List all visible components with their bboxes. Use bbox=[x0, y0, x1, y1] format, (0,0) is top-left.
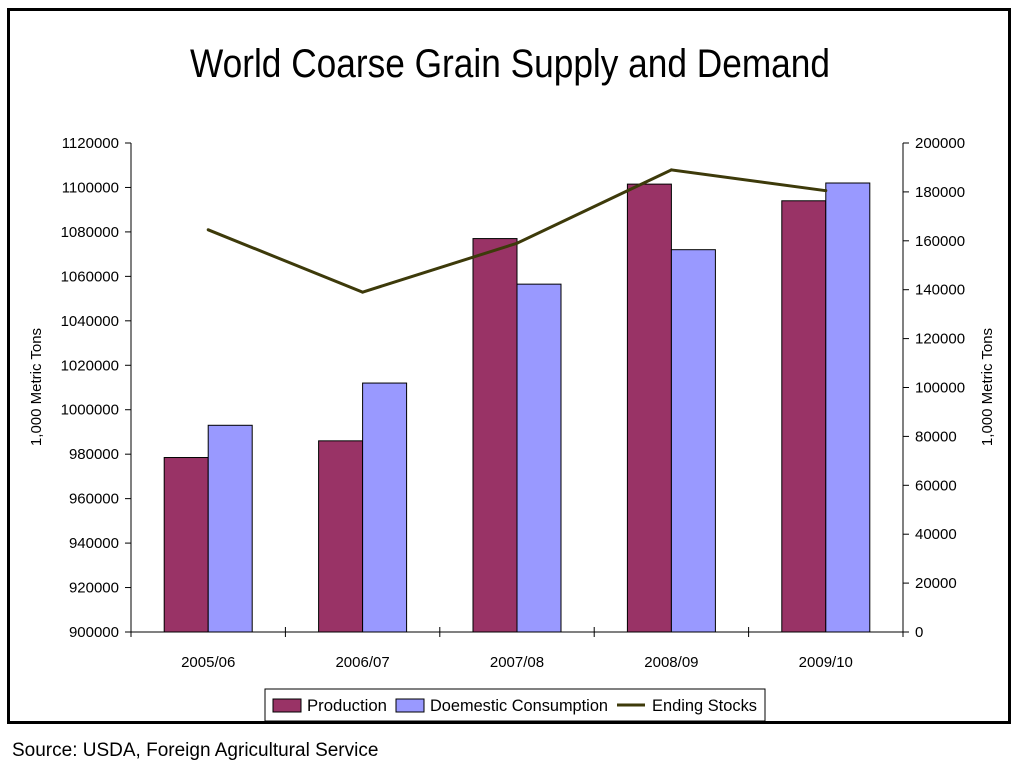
left-tick-label-0: 900000 bbox=[69, 624, 119, 641]
line-layer bbox=[206, 168, 828, 294]
right-tick-label-7: 140000 bbox=[915, 282, 965, 299]
right-axis-label: 1,000 Metric Tons bbox=[979, 328, 996, 446]
right-tick-label-1: 20000 bbox=[915, 575, 957, 592]
bar-doemestic-consumption-3 bbox=[670, 249, 716, 633]
right-tick-label-5: 100000 bbox=[915, 380, 965, 397]
bar-production-1 bbox=[318, 440, 364, 633]
legend-label-production: Production bbox=[307, 696, 387, 715]
bar-doemestic-consumption-0 bbox=[207, 424, 253, 633]
legend-swatch-consumption bbox=[395, 698, 425, 713]
x-tick-label-2: 2007/08 bbox=[490, 654, 544, 671]
chart-svg: World Coarse Grain Supply and Demand 900… bbox=[28, 42, 996, 722]
bar-production-2 bbox=[472, 238, 518, 633]
source-note: Source: USDA, Foreign Agricultural Servi… bbox=[12, 740, 379, 761]
legend: Production Doemestic Consumption Ending … bbox=[264, 688, 766, 722]
legend-swatch-production bbox=[272, 698, 302, 713]
left-tick-label-6: 1020000 bbox=[61, 357, 119, 374]
left-tick-label-11: 1120000 bbox=[62, 135, 119, 152]
x-axis-ticks: 2005/06 2006/07 2007/08 2008/09 2009/10 bbox=[130, 627, 904, 671]
bar-production-4 bbox=[781, 200, 827, 633]
legend-box bbox=[264, 688, 766, 722]
bar-doemestic-consumption-2 bbox=[516, 283, 562, 633]
legend-label-ending-stocks: Ending Stocks bbox=[652, 696, 757, 715]
x-tick-label-4: 2009/10 bbox=[799, 654, 853, 671]
right-tick-label-2: 40000 bbox=[915, 526, 957, 543]
right-tick-label-10: 200000 bbox=[915, 135, 965, 152]
ending-stocks-point-4 bbox=[824, 189, 828, 193]
left-tick-label-9: 1080000 bbox=[61, 224, 119, 241]
left-tick-label-2: 940000 bbox=[69, 535, 119, 552]
right-tick-label-9: 180000 bbox=[915, 184, 965, 201]
left-tick-label-10: 1100000 bbox=[62, 179, 119, 196]
legend-label-consumption: Doemestic Consumption bbox=[430, 696, 608, 715]
bar-production-0 bbox=[163, 457, 209, 633]
ending-stocks-point-1 bbox=[361, 290, 365, 294]
bars-layer bbox=[163, 182, 871, 633]
left-tick-label-8: 1060000 bbox=[61, 268, 119, 285]
left-tick-label-7: 1040000 bbox=[61, 313, 119, 330]
x-tick-label-0: 2005/06 bbox=[181, 654, 235, 671]
x-tick-label-3: 2008/09 bbox=[644, 654, 698, 671]
left-tick-label-1: 920000 bbox=[69, 580, 119, 597]
right-tick-label-4: 80000 bbox=[915, 428, 957, 445]
right-tick-label-6: 120000 bbox=[915, 331, 965, 348]
ending-stocks-point-0 bbox=[206, 228, 210, 232]
right-tick-label-8: 160000 bbox=[915, 233, 965, 250]
right-tick-label-3: 60000 bbox=[915, 477, 957, 494]
bar-doemestic-consumption-4 bbox=[825, 182, 871, 633]
right-axis-ticks: 0 20000 40000 60000 80000 100000 120000 140000 1… bbox=[903, 135, 965, 641]
bar-doemestic-consumption-1 bbox=[362, 382, 408, 633]
left-axis-ticks: 900000 920000 940000 960000 980000 1000000 102… bbox=[61, 135, 131, 641]
left-axis-label: 1,000 Metric Tons bbox=[28, 328, 45, 446]
chart-title: World Coarse Grain Supply and Demand bbox=[190, 42, 830, 86]
left-tick-label-3: 960000 bbox=[69, 491, 119, 508]
bar-production-3 bbox=[626, 183, 672, 633]
ending-stocks-point-2 bbox=[515, 241, 519, 245]
left-tick-label-4: 980000 bbox=[69, 446, 119, 463]
left-tick-label-5: 1000000 bbox=[61, 402, 119, 419]
chart-frame bbox=[7, 8, 1011, 724]
ending-stocks-point-3 bbox=[669, 168, 673, 172]
x-tick-label-1: 2006/07 bbox=[335, 654, 389, 671]
right-tick-label-0: 0 bbox=[915, 624, 923, 641]
